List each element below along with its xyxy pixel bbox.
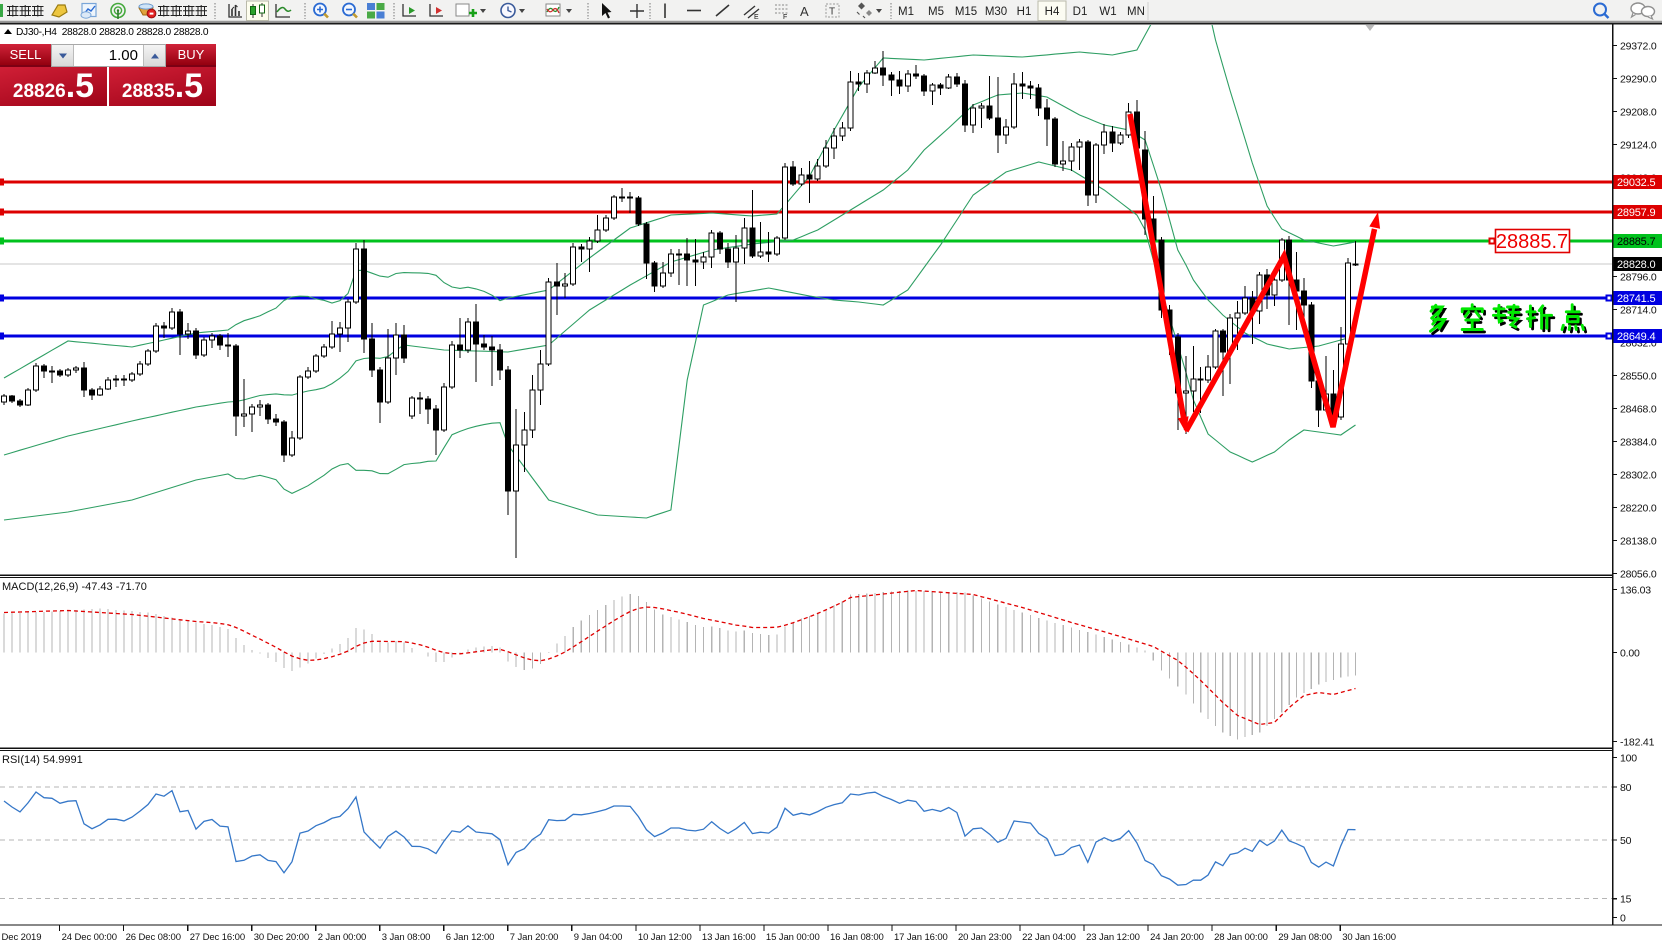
svg-text:-182.41: -182.41 xyxy=(1620,737,1655,749)
svg-text:13 Jan 16:00: 13 Jan 16:00 xyxy=(702,932,756,943)
svg-text:28649.4: 28649.4 xyxy=(1617,331,1655,343)
svg-text:24 Jan 20:00: 24 Jan 20:00 xyxy=(1150,932,1204,943)
svg-text:28056.0: 28056.0 xyxy=(1620,569,1657,581)
svg-text:29 Jan 08:00: 29 Jan 08:00 xyxy=(1278,932,1332,943)
svg-text:17 Jan 16:00: 17 Jan 16:00 xyxy=(894,932,948,943)
svg-text:15 Jan 00:00: 15 Jan 00:00 xyxy=(766,932,820,943)
svg-text:28796.0: 28796.0 xyxy=(1620,272,1657,284)
svg-text:28550.0: 28550.0 xyxy=(1620,371,1657,383)
svg-text:E: E xyxy=(754,14,759,21)
svg-text:H4: H4 xyxy=(1045,6,1060,18)
svg-text:20 Dec 2019: 20 Dec 2019 xyxy=(0,932,41,943)
svg-text:20 Jan 23:00: 20 Jan 23:00 xyxy=(958,932,1012,943)
svg-text:28828.0: 28828.0 xyxy=(1617,259,1655,271)
svg-text:6 Jan 12:00: 6 Jan 12:00 xyxy=(446,932,495,943)
svg-text:15: 15 xyxy=(1620,894,1632,906)
svg-text:29208.0: 29208.0 xyxy=(1620,107,1657,119)
svg-text:M15: M15 xyxy=(955,6,977,18)
svg-text:M1: M1 xyxy=(898,6,914,18)
svg-text:MN: MN xyxy=(1127,6,1145,18)
svg-text:D1: D1 xyxy=(1073,6,1088,18)
svg-text:29290.0: 29290.0 xyxy=(1620,74,1657,86)
svg-text:RSI(14) 54.9991: RSI(14) 54.9991 xyxy=(2,754,83,766)
svg-text:30 Jan 16:00: 30 Jan 16:00 xyxy=(1342,932,1396,943)
svg-text:29372.0: 29372.0 xyxy=(1620,41,1657,53)
svg-text:28957.9: 28957.9 xyxy=(1617,207,1655,219)
svg-text:M5: M5 xyxy=(928,6,944,18)
svg-text:0.00: 0.00 xyxy=(1620,648,1640,660)
svg-text:MACD(12,26,9) -47.43 -71.70: MACD(12,26,9) -47.43 -71.70 xyxy=(2,581,147,593)
svg-text:DJ30-,H4 28828.0 28828.0 2882: DJ30-,H4 28828.0 28828.0 28828.0 28828.0 xyxy=(16,27,209,38)
svg-text:H1: H1 xyxy=(1017,6,1032,18)
svg-text:50: 50 xyxy=(1620,835,1632,847)
svg-text:28714.0: 28714.0 xyxy=(1620,305,1657,317)
svg-text:16 Jan 08:00: 16 Jan 08:00 xyxy=(830,932,884,943)
svg-text:23 Jan 12:00: 23 Jan 12:00 xyxy=(1086,932,1140,943)
svg-text:W1: W1 xyxy=(1099,6,1116,18)
svg-text:27 Dec 16:00: 27 Dec 16:00 xyxy=(190,932,245,943)
svg-text:29124.0: 29124.0 xyxy=(1620,140,1657,152)
svg-text:22 Jan 04:00: 22 Jan 04:00 xyxy=(1022,932,1076,943)
svg-text:9 Jan 04:00: 9 Jan 04:00 xyxy=(574,932,623,943)
svg-text:A: A xyxy=(800,4,809,19)
svg-text:136.03: 136.03 xyxy=(1620,585,1651,597)
svg-text:28 Jan 00:00: 28 Jan 00:00 xyxy=(1214,932,1268,943)
svg-text:0: 0 xyxy=(1620,913,1626,925)
svg-text:28384.0: 28384.0 xyxy=(1620,437,1657,449)
svg-text:30 Dec 20:00: 30 Dec 20:00 xyxy=(254,932,309,943)
svg-text:28741.5: 28741.5 xyxy=(1617,293,1655,305)
svg-text:24 Dec 00:00: 24 Dec 00:00 xyxy=(62,932,117,943)
svg-text:3 Jan 08:00: 3 Jan 08:00 xyxy=(382,932,431,943)
svg-text:10 Jan 12:00: 10 Jan 12:00 xyxy=(638,932,692,943)
svg-text:100: 100 xyxy=(1620,753,1637,765)
svg-text:7 Jan 20:00: 7 Jan 20:00 xyxy=(510,932,559,943)
svg-text:29032.5: 29032.5 xyxy=(1617,177,1655,189)
svg-text:28468.0: 28468.0 xyxy=(1620,404,1657,416)
svg-text:80: 80 xyxy=(1620,782,1632,794)
svg-text:28302.0: 28302.0 xyxy=(1620,470,1657,482)
svg-text:28885.7: 28885.7 xyxy=(1617,236,1655,248)
svg-text:M30: M30 xyxy=(985,6,1007,18)
svg-text:26 Dec 08:00: 26 Dec 08:00 xyxy=(126,932,181,943)
svg-text:2 Jan 00:00: 2 Jan 00:00 xyxy=(318,932,367,943)
svg-text:28138.0: 28138.0 xyxy=(1620,536,1657,548)
svg-text:28220.0: 28220.0 xyxy=(1620,503,1657,515)
svg-text:T: T xyxy=(829,7,835,18)
svg-text:F: F xyxy=(783,14,787,21)
svg-text:28885.7: 28885.7 xyxy=(1496,231,1568,253)
